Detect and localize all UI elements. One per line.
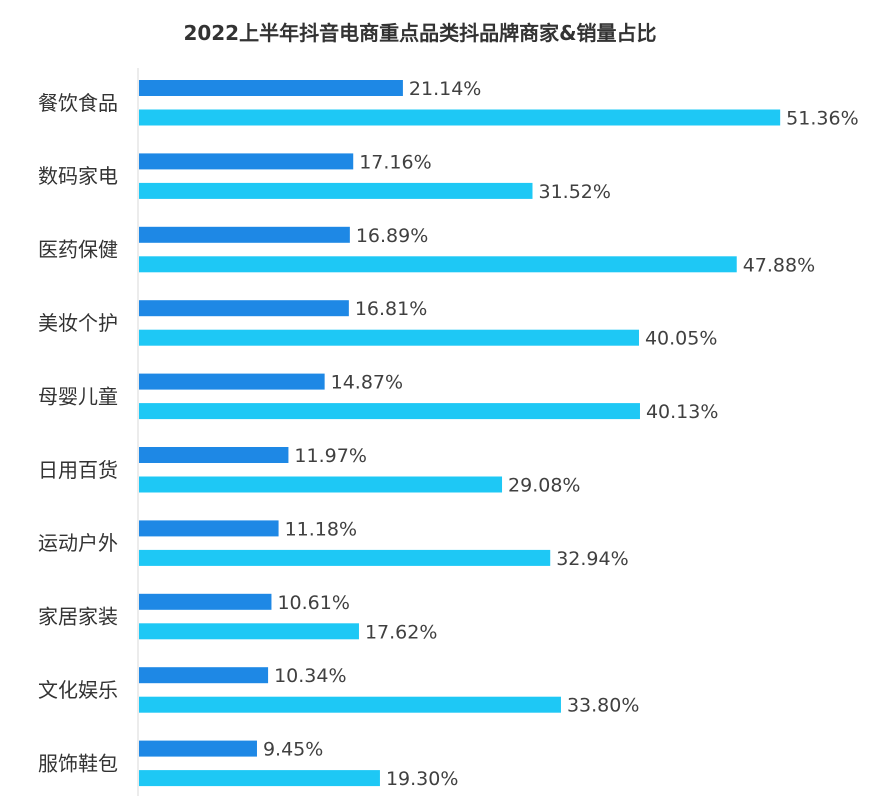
category-label: 母婴儿童 (38, 384, 118, 408)
value-label: 17.16% (359, 151, 431, 173)
value-label: 11.18% (285, 518, 357, 540)
category-label: 餐饮食品 (38, 91, 118, 115)
chart-title: 2022上半年抖音电商重点品类抖品牌商家&销量占比 (183, 21, 656, 45)
value-labels: 21.14% 51.36% 17.16% 31.52% 16.89% 47.88% 16.8… (263, 78, 859, 790)
value-label: 16.81% (355, 298, 427, 320)
value-label: 11.97% (294, 445, 366, 467)
bar (139, 667, 269, 684)
value-label: 19.30% (386, 768, 458, 790)
bar (139, 373, 325, 390)
bar (139, 740, 257, 757)
bar (139, 80, 403, 96)
value-label: 10.61% (277, 592, 349, 614)
bar (139, 476, 503, 493)
bar (139, 256, 737, 273)
value-label: 16.89% (356, 225, 428, 247)
category-label: 医药保健 (38, 238, 118, 262)
bar (139, 696, 561, 713)
value-label: 10.34% (274, 665, 346, 687)
bar (139, 403, 640, 420)
category-label: 文化娱乐 (38, 678, 118, 702)
category-label: 美妆个护 (38, 311, 118, 335)
bar (139, 447, 289, 463)
category-label: 日用百货 (38, 458, 118, 482)
value-label: 29.08% (508, 475, 580, 497)
bar (139, 153, 354, 170)
bar (139, 329, 639, 346)
value-label: 14.87% (331, 372, 403, 394)
bar (139, 770, 380, 787)
value-label: 40.13% (646, 401, 718, 423)
value-label: 47.88% (743, 254, 815, 276)
category-label: 家居家装 (38, 605, 118, 629)
bar (139, 520, 279, 537)
value-label: 40.05% (645, 328, 717, 350)
bar (139, 226, 350, 243)
bar (139, 593, 272, 610)
value-label: 33.80% (567, 695, 639, 717)
category-label: 数码家电 (38, 164, 118, 188)
bar (139, 623, 359, 640)
bar (139, 300, 349, 317)
value-label: 31.52% (538, 181, 610, 203)
category-label: 运动户外 (38, 531, 118, 555)
value-label: 21.14% (409, 78, 481, 100)
bar (139, 549, 551, 566)
value-label: 51.36% (786, 108, 858, 130)
value-label: 32.94% (556, 548, 628, 570)
bar (139, 182, 533, 199)
category-label: 服饰鞋包 (38, 751, 118, 775)
bars (139, 80, 781, 787)
bar (139, 109, 781, 126)
value-label: 9.45% (263, 739, 323, 761)
value-label: 17.62% (365, 621, 437, 643)
